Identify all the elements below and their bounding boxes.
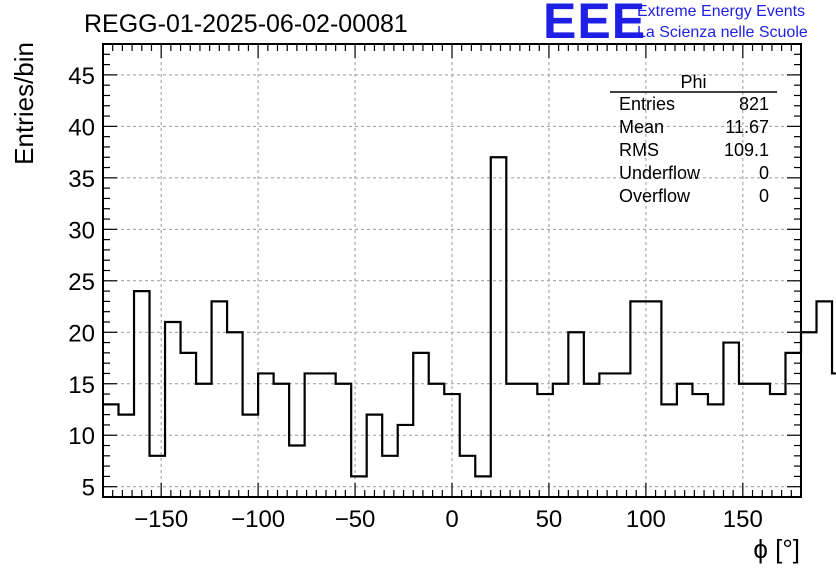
x-tick-labels: −150 −100 −50 0 50 100 150 bbox=[134, 506, 763, 533]
x-tick-label: 150 bbox=[723, 506, 763, 533]
axis-ticks bbox=[103, 44, 801, 497]
histogram-outline bbox=[103, 156, 836, 478]
logo-line-2: La Scienza nelle Scuole bbox=[637, 24, 808, 41]
y-tick-label: 25 bbox=[68, 269, 95, 296]
stats-label: Entries bbox=[619, 94, 675, 114]
grid-lines bbox=[103, 44, 801, 497]
plot-frame bbox=[102, 43, 802, 498]
x-tick-label: −100 bbox=[231, 506, 285, 533]
y-tick-label: 40 bbox=[68, 114, 95, 141]
eee-logo: EEE bbox=[543, 0, 647, 49]
stats-value: 109.1 bbox=[724, 140, 769, 160]
x-tick-label: 0 bbox=[445, 506, 458, 533]
stats-value: 11.67 bbox=[725, 117, 769, 137]
x-tick-label: 50 bbox=[536, 506, 563, 533]
x-tick-label: −50 bbox=[335, 506, 376, 533]
stats-label: Overflow bbox=[619, 186, 691, 206]
chart-title: REGG-01-2025-06-02-00081 bbox=[84, 10, 408, 38]
y-tick-label: 10 bbox=[68, 423, 95, 450]
stats-title: Phi bbox=[680, 72, 706, 92]
x-tick-label: −150 bbox=[134, 506, 188, 533]
y-tick-label: 45 bbox=[68, 63, 95, 90]
stats-label: RMS bbox=[619, 140, 659, 160]
y-axis-label: Entries/bin bbox=[9, 42, 39, 165]
stats-label: Underflow bbox=[619, 163, 701, 183]
stats-value: 821 bbox=[739, 94, 769, 114]
stats-label: Mean bbox=[619, 117, 664, 137]
y-tick-label: 15 bbox=[68, 372, 95, 399]
x-axis-label: ϕ [°] bbox=[753, 534, 800, 564]
y-tick-label: 35 bbox=[68, 166, 95, 193]
y-tick-label: 5 bbox=[82, 475, 95, 502]
y-tick-label: 30 bbox=[68, 217, 95, 244]
y-tick-labels: 5 10 15 20 25 30 35 40 45 bbox=[68, 63, 95, 502]
x-tick-label: 100 bbox=[626, 506, 666, 533]
stats-value: 0 bbox=[759, 163, 769, 183]
y-tick-label: 20 bbox=[68, 320, 95, 347]
logo-line-1: Extreme Energy Events bbox=[637, 3, 806, 20]
stats-value: 0 bbox=[759, 186, 769, 206]
